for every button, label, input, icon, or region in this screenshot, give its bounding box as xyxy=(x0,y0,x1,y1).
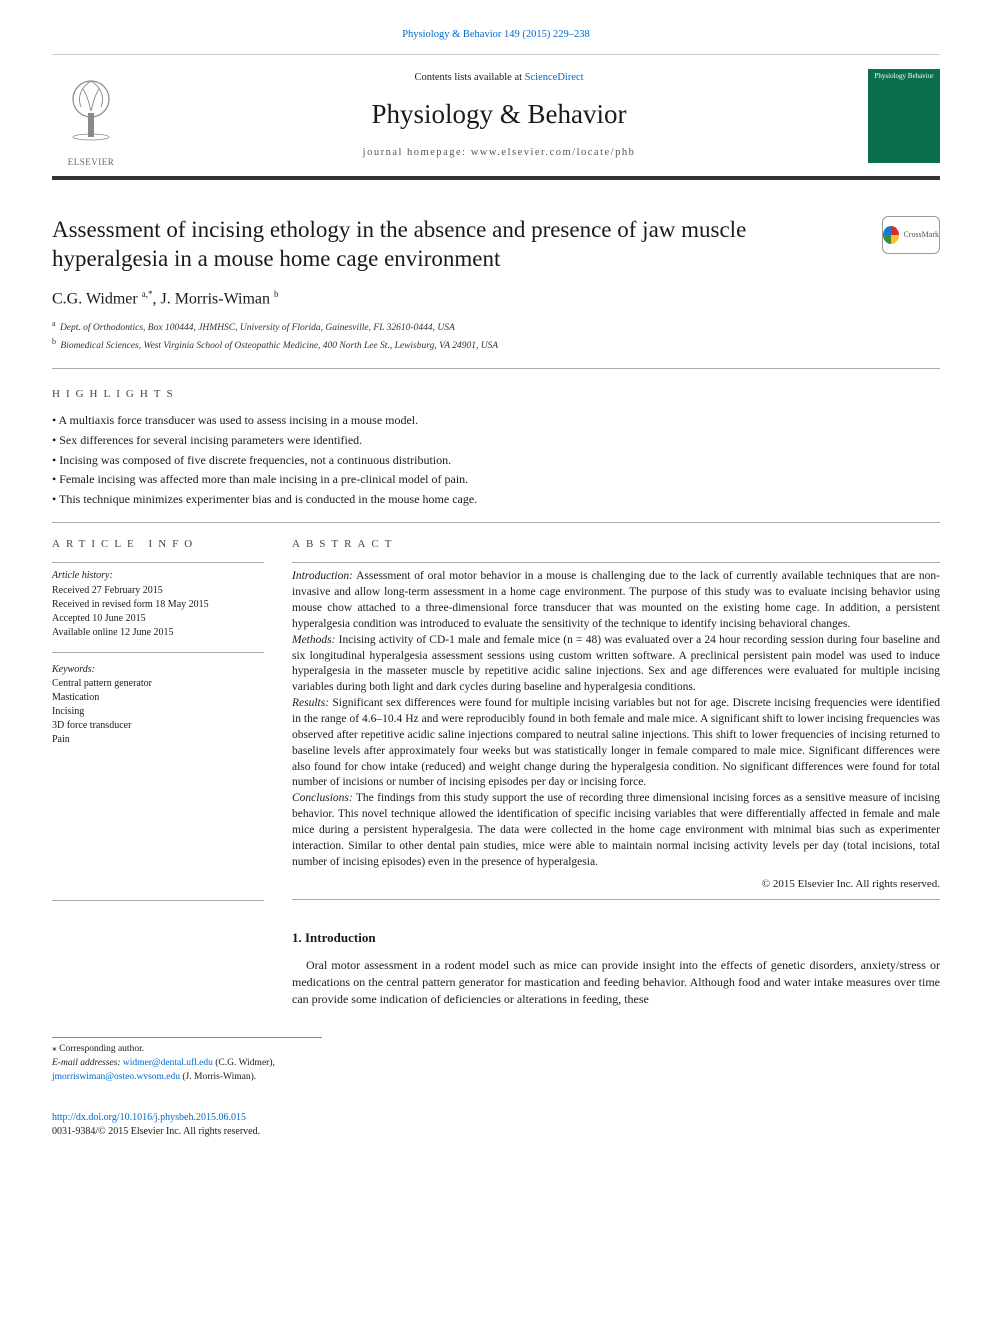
history-online: Available online 12 June 2015 xyxy=(52,626,264,640)
keyword: Mastication xyxy=(52,691,264,705)
abstract-text: Assessment of oral motor behavior in a m… xyxy=(292,570,940,630)
header-center: Contents lists available at ScienceDirec… xyxy=(148,71,850,160)
highlights-list: • A multiaxis force transducer was used … xyxy=(52,411,940,508)
highlights-heading: HIGHLIGHTS xyxy=(52,387,940,402)
email-tail-2: (J. Morris-Wiman). xyxy=(180,1072,256,1082)
abstract-text: Significant sex differences were found f… xyxy=(292,697,940,788)
abstract-text: Incising activity of CD-1 male and femal… xyxy=(292,634,940,694)
email-line: E-mail addresses: widmer@dental.ufl.edu … xyxy=(52,1057,322,1071)
history-received: Received 27 February 2015 xyxy=(52,584,264,598)
email-line-2: jmorriswiman@osteo.wvsom.edu (J. Morris-… xyxy=(52,1071,322,1085)
history-revised: Received in revised form 18 May 2015 xyxy=(52,598,264,612)
journal-header: ELSEVIER Contents lists available at Sci… xyxy=(52,54,940,180)
abstract-label: Methods: xyxy=(292,634,335,646)
crossmark-label: CrossMark xyxy=(903,230,939,241)
affiliations: a Dept. of Orthodontics, Box 100444, JHM… xyxy=(52,318,940,354)
affil-text-b: Biomedical Sciences, West Virginia Schoo… xyxy=(60,341,498,351)
intro-heading: 1. Introduction xyxy=(292,929,940,947)
affil-sup-b: b xyxy=(52,337,56,346)
intro-left-col xyxy=(52,929,264,1007)
cover-thumb-wrap: Physiology Behavior xyxy=(868,69,940,163)
keyword: Incising xyxy=(52,705,264,719)
journal-homepage: journal homepage: www.elsevier.com/locat… xyxy=(148,146,850,160)
publisher-name: ELSEVIER xyxy=(52,156,130,168)
author-email-1[interactable]: widmer@dental.ufl.edu xyxy=(123,1058,213,1068)
intro-paragraph: Oral motor assessment in a rodent model … xyxy=(292,957,940,1007)
journal-citation: Physiology & Behavior 149 (2015) 229–238 xyxy=(52,28,940,42)
affiliation-a: a Dept. of Orthodontics, Box 100444, JHM… xyxy=(52,318,940,336)
highlight-item: • Sex differences for several incising p… xyxy=(52,431,940,450)
abstract-label: Introduction: xyxy=(292,570,353,582)
abstract-heading: ABSTRACT xyxy=(292,537,940,552)
divider xyxy=(52,652,264,653)
doi-link[interactable]: http://dx.doi.org/10.1016/j.physbeh.2015… xyxy=(52,1112,246,1123)
homepage-prefix: journal homepage: xyxy=(363,147,471,158)
corresponding-author-line: ⁎ Corresponding author. xyxy=(52,1043,322,1057)
author-list: C.G. Widmer a,*, J. Morris-Wiman b xyxy=(52,288,940,310)
highlight-text: Female incising was affected more than m… xyxy=(59,472,468,486)
affiliation-b: b Biomedical Sciences, West Virginia Sch… xyxy=(52,336,940,354)
contents-prefix: Contents lists available at xyxy=(414,72,524,83)
keyword: Pain xyxy=(52,733,264,747)
corresponding-footnote: ⁎ Corresponding author. E-mail addresses… xyxy=(52,1037,322,1084)
abstract-copyright: © 2015 Elsevier Inc. All rights reserved… xyxy=(292,877,940,892)
divider xyxy=(292,562,940,563)
homepage-url: www.elsevier.com/locate/phb xyxy=(471,147,636,158)
author-2-affil: b xyxy=(274,289,279,299)
divider xyxy=(52,900,264,901)
keyword: Central pattern generator xyxy=(52,677,264,691)
abstract-conclusions: Conclusions: The findings from this stud… xyxy=(292,791,940,870)
issn-copyright: 0031-9384/© 2015 Elsevier Inc. All right… xyxy=(52,1125,940,1139)
author-email-2[interactable]: jmorriswiman@osteo.wvsom.edu xyxy=(52,1072,180,1082)
sciencedirect-link[interactable]: ScienceDirect xyxy=(525,72,584,83)
highlight-item: • Female incising was affected more than… xyxy=(52,470,940,489)
abstract-methods: Methods: Incising activity of CD-1 male … xyxy=(292,633,940,696)
affil-sup-a: a xyxy=(52,319,56,328)
contents-line: Contents lists available at ScienceDirec… xyxy=(148,71,850,85)
highlight-text: Sex differences for several incising par… xyxy=(59,433,362,447)
article-history-label: Article history: xyxy=(52,569,264,583)
highlight-item: • This technique minimizes experimenter … xyxy=(52,490,940,509)
publisher-block: ELSEVIER xyxy=(52,63,130,168)
journal-citation-link[interactable]: Physiology & Behavior 149 (2015) 229–238 xyxy=(402,29,590,40)
journal-title: Physiology & Behavior xyxy=(148,96,850,132)
article-info-column: ARTICLE INFO Article history: Received 2… xyxy=(52,537,264,900)
highlight-item: • Incising was composed of five discrete… xyxy=(52,451,940,470)
abstract-intro: Introduction: Assessment of oral motor b… xyxy=(292,569,940,632)
author-2: J. Morris-Wiman xyxy=(160,290,274,307)
abstract-text: The findings from this study support the… xyxy=(292,792,940,867)
crossmark-icon xyxy=(883,226,899,244)
email-label: E-mail addresses: xyxy=(52,1058,123,1068)
highlight-text: A multiaxis force transducer was used to… xyxy=(59,413,419,427)
author-1-affil: a,* xyxy=(142,289,153,299)
doi-block: http://dx.doi.org/10.1016/j.physbeh.2015… xyxy=(52,1111,940,1139)
email-tail-1: (C.G. Widmer), xyxy=(213,1058,275,1068)
keyword: 3D force transducer xyxy=(52,719,264,733)
abstract-label: Conclusions: xyxy=(292,792,353,804)
divider xyxy=(292,899,940,900)
history-accepted: Accepted 10 June 2015 xyxy=(52,612,264,626)
cover-label: Physiology Behavior xyxy=(872,73,936,81)
journal-cover-thumbnail: Physiology Behavior xyxy=(868,69,940,163)
divider xyxy=(52,368,940,369)
intro-right-col: 1. Introduction Oral motor assessment in… xyxy=(292,929,940,1007)
crossmark-badge[interactable]: CrossMark xyxy=(882,216,940,254)
abstract-label: Results: xyxy=(292,697,329,709)
elsevier-tree-icon xyxy=(52,63,130,153)
highlight-text: Incising was composed of five discrete f… xyxy=(59,453,451,467)
abstract-column: ABSTRACT Introduction: Assessment of ora… xyxy=(292,537,940,900)
highlight-text: This technique minimizes experimenter bi… xyxy=(59,492,477,506)
abstract-results: Results: Significant sex differences wer… xyxy=(292,696,940,791)
highlight-item: • A multiaxis force transducer was used … xyxy=(52,411,940,430)
affil-text-a: Dept. of Orthodontics, Box 100444, JHMHS… xyxy=(60,323,455,333)
divider xyxy=(52,522,940,523)
abstract-body: Introduction: Assessment of oral motor b… xyxy=(292,569,940,870)
keywords-label: Keywords: xyxy=(52,663,264,677)
article-info-heading: ARTICLE INFO xyxy=(52,537,264,552)
article-title: Assessment of incising ethology in the a… xyxy=(52,216,862,274)
divider xyxy=(52,562,264,563)
author-1: C.G. Widmer xyxy=(52,290,142,307)
